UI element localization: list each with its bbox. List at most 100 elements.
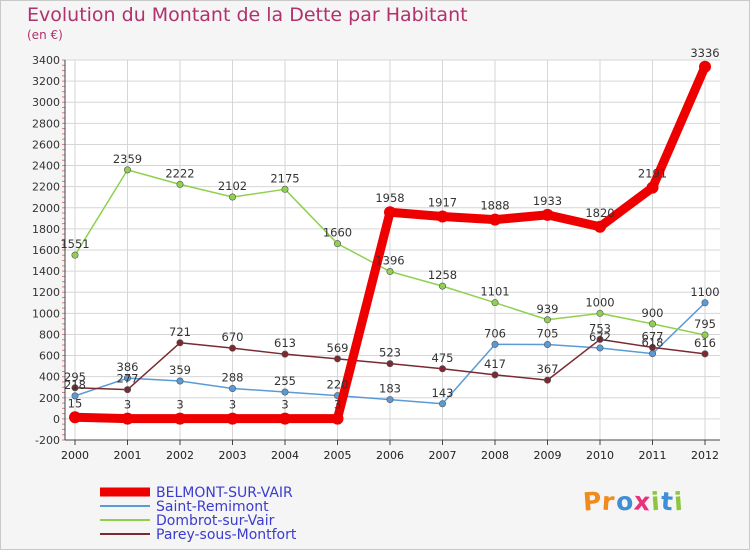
chart-unit: (en €) (27, 28, 63, 42)
data-point (543, 316, 551, 324)
data-label: 523 (379, 346, 401, 360)
data-label: 3336 (690, 46, 719, 60)
data-label: 475 (432, 351, 454, 365)
x-tick-label: 2005 (324, 449, 352, 462)
y-tick-label: 600 (39, 350, 60, 363)
data-point (386, 396, 394, 404)
data-point (438, 365, 446, 373)
data-point (543, 376, 551, 384)
x-tick-label: 2003 (219, 449, 247, 462)
data-label: 367 (537, 362, 559, 376)
data-label: 255 (274, 374, 296, 388)
y-tick-label: 3000 (32, 96, 60, 109)
y-tick-label: 1600 (32, 244, 60, 257)
data-label: 677 (642, 329, 664, 343)
data-label: 1917 (428, 196, 457, 210)
data-label: 1258 (428, 268, 457, 282)
data-point (229, 384, 237, 392)
data-label: 900 (642, 306, 664, 320)
data-point (69, 411, 81, 424)
data-point (281, 185, 289, 193)
data-label: 706 (484, 326, 506, 340)
data-label: 672 (589, 330, 611, 344)
data-label: 143 (432, 386, 454, 400)
data-point (491, 371, 499, 379)
data-label: 795 (694, 317, 716, 331)
data-label: 1958 (375, 191, 404, 205)
data-point (438, 400, 446, 408)
data-label: 616 (694, 336, 716, 350)
logo-letter: i (672, 486, 685, 517)
data-point (71, 392, 79, 400)
data-point (648, 343, 656, 351)
data-label: 1888 (480, 199, 509, 213)
data-label: 2102 (218, 179, 247, 193)
data-point (121, 412, 134, 425)
data-point (279, 412, 291, 425)
x-tick-label: 2002 (166, 449, 194, 462)
y-tick-label: -200 (35, 434, 60, 447)
x-tick-label: 2001 (114, 449, 142, 462)
data-label: 618 (642, 336, 664, 350)
legend-label: Parey-sous-Montfort (156, 527, 297, 543)
data-label: 1820 (585, 206, 614, 220)
x-tick-label: 2007 (429, 449, 457, 462)
data-label: 705 (537, 326, 559, 340)
data-point (226, 412, 239, 425)
data-label: 1000 (585, 295, 614, 309)
data-label: 1396 (375, 254, 404, 268)
data-point (491, 299, 499, 307)
y-tick-label: 2000 (32, 202, 60, 215)
data-label: 386 (117, 360, 139, 374)
y-tick-label: 3400 (32, 54, 60, 67)
logo-letter: P (582, 486, 604, 517)
data-point (648, 350, 656, 358)
x-tick-label: 2000 (61, 449, 89, 462)
data-point (71, 251, 79, 259)
data-label: 288 (222, 370, 244, 384)
data-point (491, 340, 499, 348)
data-point (71, 384, 79, 392)
data-label: 15 (68, 396, 83, 410)
data-label: 218 (64, 378, 86, 392)
x-tick-label: 2011 (639, 449, 667, 462)
data-point (174, 412, 186, 425)
x-tick-label: 2012 (691, 449, 719, 462)
data-point (333, 355, 341, 363)
chart-data-labels: 218 386 359 288 255 220 183 143 706 705 672 618 1100… (60, 46, 719, 412)
data-label: 1100 (690, 285, 719, 299)
y-tick-label: 200 (39, 392, 60, 405)
x-tick-label: 2008 (481, 449, 509, 462)
y-tick-label: 2400 (32, 160, 60, 173)
logo-letter: x (632, 486, 652, 517)
data-point (124, 374, 132, 382)
data-label: 3 (281, 398, 288, 412)
y-tick-label: 400 (39, 371, 60, 384)
data-label: 359 (169, 363, 191, 377)
data-label: 613 (274, 336, 296, 350)
data-point (701, 350, 709, 358)
data-point (124, 386, 132, 394)
data-point (596, 309, 604, 317)
data-point (331, 412, 344, 425)
data-point (543, 340, 551, 348)
data-point (646, 181, 659, 194)
data-label: 183 (379, 382, 401, 396)
data-label: 1101 (480, 285, 509, 299)
data-point (699, 60, 711, 73)
data-label: 670 (222, 330, 244, 344)
data-point (124, 166, 132, 174)
data-label: 1551 (60, 237, 89, 251)
y-tick-label: 1800 (32, 223, 60, 236)
chart-grid (65, 59, 720, 441)
y-tick-label: 1000 (32, 307, 60, 320)
y-tick-label: 1200 (32, 286, 60, 299)
data-point (594, 220, 606, 233)
data-point (281, 350, 289, 358)
legend-label: Saint-Remimont (156, 499, 269, 515)
data-point (701, 331, 709, 339)
data-label: 2222 (165, 166, 194, 180)
data-point (176, 339, 184, 347)
data-label: 3 (176, 398, 183, 412)
